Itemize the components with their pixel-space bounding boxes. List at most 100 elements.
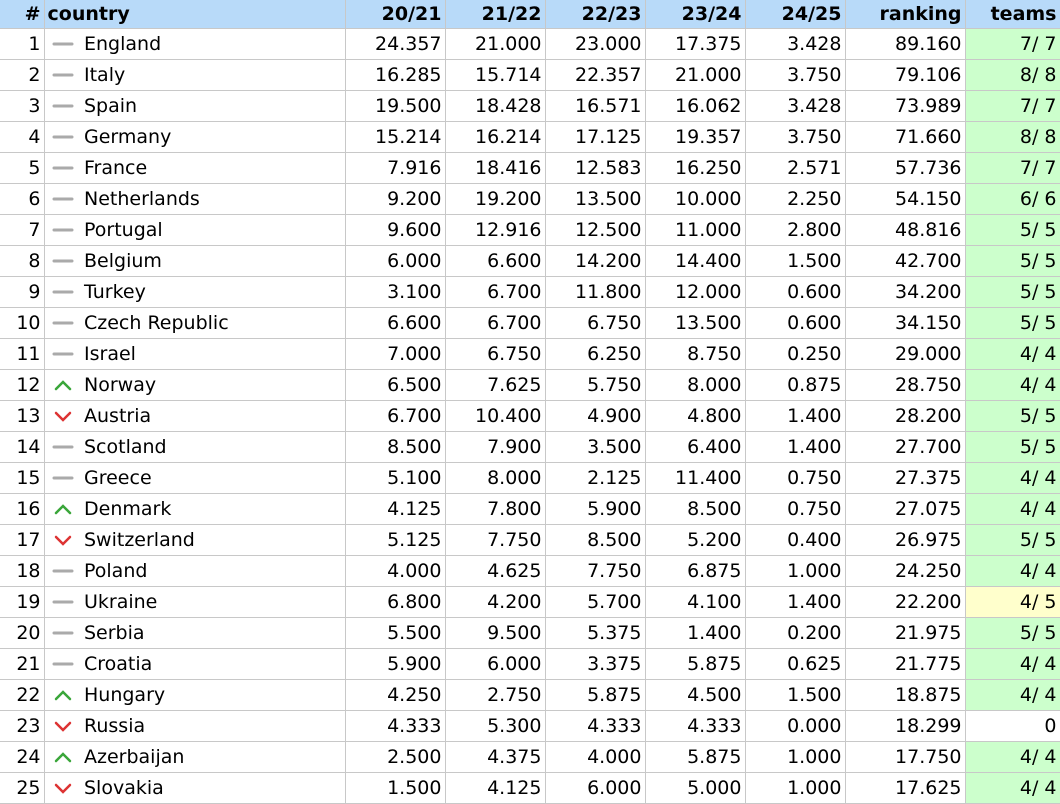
value-cell: 16.214: [444, 121, 546, 153]
table-row: 20 Serbia 5.500 9.500 5.375 1.400 0.200 21.975 5…: [0, 617, 1060, 649]
trend-cell: [43, 307, 82, 339]
table-row: 18 Poland 4.000 4.625 7.750 6.875 1.000 24.250 4…: [0, 555, 1060, 587]
value-cell: 5.875: [544, 679, 646, 711]
value-cell: 2.571: [744, 152, 846, 184]
value-cell: 18.428: [444, 90, 546, 122]
trend-cell: [43, 493, 82, 525]
value-cell: 4.500: [644, 679, 746, 711]
value-cell: 12.583: [544, 152, 646, 184]
rank-cell: 10: [0, 307, 45, 339]
value-cell: 0.625: [744, 648, 846, 680]
trend-cell: [43, 183, 82, 215]
trend-icon: [52, 600, 74, 604]
trend-icon: [55, 783, 72, 794]
value-cell: 14.200: [544, 245, 646, 277]
value-cell: 4.200: [444, 586, 546, 618]
country-cell: Italy: [82, 59, 346, 91]
value-cell: 2.750: [444, 679, 546, 711]
value-cell: 18.416: [444, 152, 546, 184]
value-cell: 5.750: [544, 369, 646, 401]
table-row: 23 Russia 4.333 5.300 4.333 4.333 0.000 18.299 0: [0, 710, 1060, 742]
country-cell: Greece: [82, 462, 346, 494]
value-cell: 6.000: [344, 245, 446, 277]
value-cell: 23.000: [544, 28, 646, 60]
value-cell: 6.600: [444, 245, 546, 277]
value-cell: 1.400: [744, 400, 846, 432]
value-cell: 16.250: [644, 152, 746, 184]
trend-icon: [52, 228, 74, 232]
table-row: 8 Belgium 6.000 6.600 14.200 14.400 1.500 42.70…: [0, 245, 1060, 277]
value-cell: 7.800: [444, 493, 546, 525]
value-cell: 4.000: [544, 741, 646, 773]
rank-cell: 16: [0, 493, 45, 525]
value-cell: 7.916: [344, 152, 446, 184]
trend-cell: [43, 710, 82, 742]
value-cell: 2.125: [544, 462, 646, 494]
value-cell: 5.125: [344, 524, 446, 556]
trend-icon: [55, 752, 72, 763]
country-cell: Ukraine: [82, 586, 346, 618]
value-cell: 6.700: [444, 307, 546, 339]
value-cell: 18.875: [844, 679, 966, 711]
teams-cell: 4/ 4: [964, 369, 1060, 401]
trend-icon: [52, 662, 74, 666]
teams-cell: 4/ 4: [964, 772, 1060, 804]
teams-cell: 5/ 5: [964, 276, 1060, 308]
country-cell: Belgium: [82, 245, 346, 277]
value-cell: 9.500: [444, 617, 546, 649]
table-row: 1 England 24.357 21.000 23.000 17.375 3.428 89.…: [0, 28, 1060, 60]
country-cell: Azerbaijan: [82, 741, 346, 773]
value-cell: 27.375: [844, 462, 966, 494]
table-row: 13 Austria 6.700 10.400 4.900 4.800 1.400 28.20…: [0, 400, 1060, 432]
value-cell: 8.000: [644, 369, 746, 401]
value-cell: 6.700: [444, 276, 546, 308]
trend-cell: [43, 586, 82, 618]
trend-icon: [52, 42, 74, 46]
trend-cell: [43, 462, 82, 494]
value-cell: 10.400: [444, 400, 546, 432]
country-cell: Switzerland: [82, 524, 346, 556]
value-cell: 6.400: [644, 431, 746, 463]
rank-cell: 18: [0, 555, 45, 587]
value-cell: 11.000: [644, 214, 746, 246]
country-cell: Croatia: [82, 648, 346, 680]
value-cell: 1.500: [744, 245, 846, 277]
teams-cell: 7/ 7: [964, 152, 1060, 184]
value-cell: 1.500: [744, 679, 846, 711]
country-cell: Slovakia: [82, 772, 346, 804]
value-cell: 3.428: [744, 90, 846, 122]
value-cell: 21.975: [844, 617, 966, 649]
trend-cell: [43, 59, 82, 91]
value-cell: 34.150: [844, 307, 966, 339]
country-cell: Czech Republic: [82, 307, 346, 339]
country-cell: Russia: [82, 710, 346, 742]
country-cell: Portugal: [82, 214, 346, 246]
value-cell: 13.500: [544, 183, 646, 215]
value-cell: 6.500: [344, 369, 446, 401]
table-row: 19 Ukraine 6.800 4.200 5.700 4.100 1.400 22.200…: [0, 586, 1060, 618]
value-cell: 17.375: [644, 28, 746, 60]
trend-cell: [43, 276, 82, 308]
value-cell: 4.250: [344, 679, 446, 711]
column-header: 22/23: [544, 0, 646, 29]
value-cell: 21.000: [644, 59, 746, 91]
value-cell: 26.975: [844, 524, 966, 556]
value-cell: 7.625: [444, 369, 546, 401]
rank-cell: 21: [0, 648, 45, 680]
value-cell: 6.000: [544, 772, 646, 804]
value-cell: 5.300: [444, 710, 546, 742]
value-cell: 9.600: [344, 214, 446, 246]
trend-icon: [52, 352, 74, 356]
trend-cell: [43, 400, 82, 432]
column-header: 20/21: [344, 0, 446, 29]
value-cell: 1.400: [744, 431, 846, 463]
trend-cell: [43, 431, 82, 463]
table-row: 16 Denmark 4.125 7.800 5.900 8.500 0.750 27.075…: [0, 493, 1060, 525]
value-cell: 16.571: [544, 90, 646, 122]
teams-cell: 7/ 7: [964, 90, 1060, 122]
trend-cell: [43, 617, 82, 649]
column-header: 24/25: [744, 0, 846, 29]
value-cell: 6.600: [344, 307, 446, 339]
table-row: 2 Italy 16.285 15.714 22.357 21.000 3.750 79.10…: [0, 59, 1060, 91]
teams-cell: 4/ 5: [964, 586, 1060, 618]
